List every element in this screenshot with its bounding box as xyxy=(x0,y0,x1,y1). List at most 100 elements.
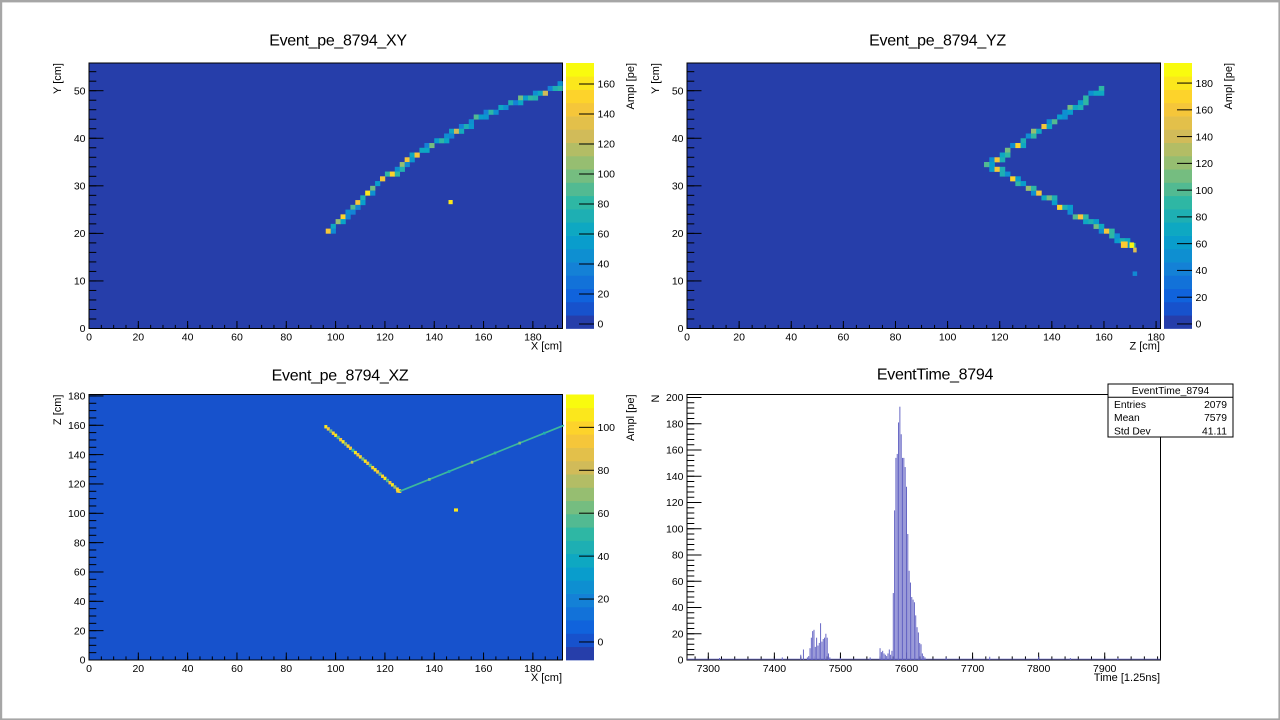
svg-text:20: 20 xyxy=(598,594,610,606)
svg-text:80: 80 xyxy=(280,663,292,675)
svg-text:Y [cm]: Y [cm] xyxy=(650,63,662,94)
svg-text:160: 160 xyxy=(1196,105,1214,117)
svg-text:40: 40 xyxy=(672,133,684,145)
svg-text:0: 0 xyxy=(678,655,684,667)
svg-text:40: 40 xyxy=(598,551,610,563)
svg-text:100: 100 xyxy=(598,422,616,434)
svg-text:EventTime_8794: EventTime_8794 xyxy=(877,367,994,384)
svg-text:N: N xyxy=(650,394,662,402)
svg-text:X [cm]: X [cm] xyxy=(531,672,562,684)
svg-text:140: 140 xyxy=(68,449,86,461)
svg-text:Z [cm]: Z [cm] xyxy=(1129,341,1160,353)
svg-text:20: 20 xyxy=(598,289,610,301)
svg-text:0: 0 xyxy=(684,332,690,344)
svg-text:140: 140 xyxy=(598,109,616,121)
svg-text:100: 100 xyxy=(327,663,345,675)
svg-text:200: 200 xyxy=(666,392,684,404)
svg-text:40: 40 xyxy=(598,259,610,271)
svg-text:Std Dev: Std Dev xyxy=(1114,427,1151,438)
svg-text:160: 160 xyxy=(1095,332,1113,344)
svg-text:7600: 7600 xyxy=(895,663,919,675)
svg-text:7579: 7579 xyxy=(1204,413,1227,424)
svg-text:30: 30 xyxy=(74,181,86,193)
svg-text:180: 180 xyxy=(1196,78,1214,90)
svg-text:0: 0 xyxy=(80,323,86,335)
svg-text:40: 40 xyxy=(672,602,684,614)
svg-text:120: 120 xyxy=(991,332,1009,344)
svg-text:80: 80 xyxy=(280,332,292,344)
svg-text:Event_pe_8794_XY: Event_pe_8794_XY xyxy=(269,33,407,50)
svg-text:7900: 7900 xyxy=(1093,663,1117,675)
svg-text:140: 140 xyxy=(666,471,684,483)
svg-text:160: 160 xyxy=(598,79,616,91)
svg-text:100: 100 xyxy=(939,332,957,344)
svg-text:20: 20 xyxy=(1196,292,1208,304)
svg-text:80: 80 xyxy=(74,537,86,549)
svg-text:7800: 7800 xyxy=(1027,663,1051,675)
svg-text:20: 20 xyxy=(672,628,684,640)
svg-text:30: 30 xyxy=(672,181,684,193)
svg-text:120: 120 xyxy=(376,663,394,675)
svg-text:180: 180 xyxy=(666,418,684,430)
svg-text:160: 160 xyxy=(666,445,684,457)
svg-text:100: 100 xyxy=(598,169,616,181)
svg-text:160: 160 xyxy=(475,332,493,344)
svg-text:60: 60 xyxy=(838,332,850,344)
svg-text:60: 60 xyxy=(598,508,610,520)
svg-text:7700: 7700 xyxy=(961,663,985,675)
svg-text:160: 160 xyxy=(475,663,493,675)
svg-text:10: 10 xyxy=(74,276,86,288)
svg-text:140: 140 xyxy=(425,332,443,344)
svg-text:60: 60 xyxy=(74,567,86,579)
svg-text:0: 0 xyxy=(86,663,92,675)
svg-text:120: 120 xyxy=(68,479,86,491)
svg-text:0: 0 xyxy=(80,655,86,667)
svg-text:Time [1.25ns]: Time [1.25ns] xyxy=(1094,672,1160,684)
svg-text:60: 60 xyxy=(231,332,243,344)
svg-text:100: 100 xyxy=(327,332,345,344)
svg-text:Entries: Entries xyxy=(1114,400,1146,411)
svg-text:0: 0 xyxy=(598,637,604,649)
svg-text:100: 100 xyxy=(68,508,86,520)
svg-text:0: 0 xyxy=(86,332,92,344)
svg-text:180: 180 xyxy=(1147,332,1165,344)
svg-text:100: 100 xyxy=(1196,185,1214,197)
svg-text:50: 50 xyxy=(672,85,684,97)
svg-text:100: 100 xyxy=(666,523,684,535)
svg-text:40: 40 xyxy=(182,332,194,344)
svg-text:160: 160 xyxy=(68,420,86,432)
svg-text:Ampl [pe]: Ampl [pe] xyxy=(1223,63,1235,109)
svg-text:120: 120 xyxy=(598,139,616,151)
svg-text:0: 0 xyxy=(1196,319,1202,331)
svg-text:20: 20 xyxy=(74,625,86,637)
svg-text:X [cm]: X [cm] xyxy=(531,341,562,353)
svg-text:180: 180 xyxy=(524,332,542,344)
svg-text:60: 60 xyxy=(1196,238,1208,250)
svg-text:7400: 7400 xyxy=(763,663,787,675)
svg-text:80: 80 xyxy=(890,332,902,344)
svg-text:40: 40 xyxy=(74,596,86,608)
svg-text:Event_pe_8794_XZ: Event_pe_8794_XZ xyxy=(272,368,409,385)
svg-text:140: 140 xyxy=(1196,131,1214,143)
svg-text:Z [cm]: Z [cm] xyxy=(52,395,64,426)
svg-text:80: 80 xyxy=(1196,212,1208,224)
svg-text:Ampl [pe]: Ampl [pe] xyxy=(625,395,637,441)
svg-text:80: 80 xyxy=(598,199,610,211)
svg-text:Event_pe_8794_YZ: Event_pe_8794_YZ xyxy=(869,33,1006,50)
svg-text:7500: 7500 xyxy=(829,663,853,675)
svg-text:7300: 7300 xyxy=(697,663,721,675)
svg-text:Y [cm]: Y [cm] xyxy=(52,63,64,94)
svg-text:180: 180 xyxy=(524,663,542,675)
svg-text:10: 10 xyxy=(672,276,684,288)
svg-text:120: 120 xyxy=(1196,158,1214,170)
svg-text:20: 20 xyxy=(733,332,745,344)
svg-text:20: 20 xyxy=(132,663,144,675)
svg-text:180: 180 xyxy=(68,391,86,403)
svg-text:Ampl [pe]: Ampl [pe] xyxy=(625,63,637,109)
svg-text:Mean: Mean xyxy=(1114,413,1140,424)
svg-text:120: 120 xyxy=(376,332,394,344)
svg-text:140: 140 xyxy=(1043,332,1061,344)
svg-text:20: 20 xyxy=(132,332,144,344)
svg-text:0: 0 xyxy=(678,323,684,335)
svg-text:0: 0 xyxy=(598,319,604,331)
